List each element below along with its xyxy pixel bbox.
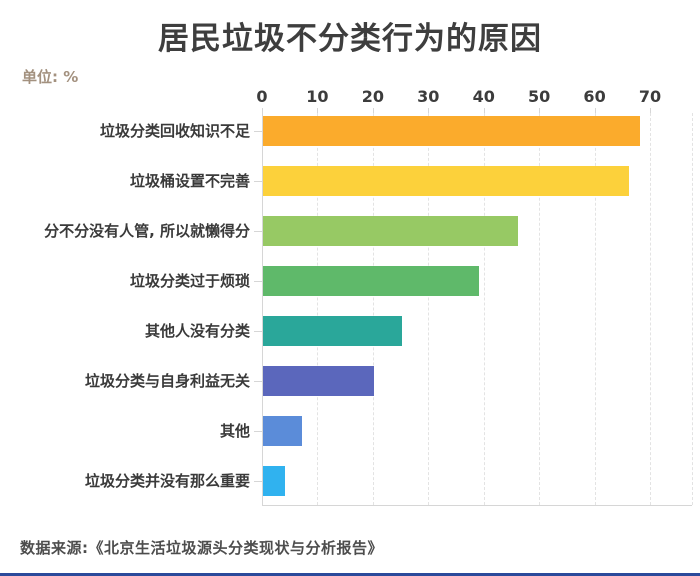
x-tick-mark: [650, 108, 651, 113]
y-axis-line: [262, 113, 263, 505]
gridline: [483, 113, 485, 505]
x-tick-mark: [428, 108, 430, 113]
category-tick-mark: [254, 131, 262, 132]
bar: [263, 366, 374, 396]
category-label: 分不分没有人管, 所以就懒得分: [44, 222, 250, 240]
x-tick-label: 20: [361, 87, 384, 106]
x-tick-mark: [539, 108, 541, 113]
x-tick-label: 70: [638, 87, 662, 106]
gridline: [539, 113, 541, 505]
category-label: 垃圾分类与自身利益无关: [84, 372, 250, 390]
x-tick-label: 60: [583, 87, 606, 106]
bar: [263, 266, 479, 296]
category-label: 垃圾分类并没有那么重要: [84, 472, 250, 490]
bar: [263, 466, 285, 496]
gridline: [650, 113, 651, 505]
bar: [263, 216, 518, 246]
x-tick-mark: [483, 108, 485, 113]
x-tick-mark: [262, 108, 263, 113]
gridline: [372, 113, 374, 505]
x-tick-mark: [594, 108, 596, 113]
category-tick-mark: [254, 331, 262, 332]
category-tick-mark: [254, 481, 262, 482]
gridline: [317, 113, 319, 505]
unit-label: 单位: %: [22, 68, 79, 86]
bottom-rule: [0, 573, 700, 576]
x-tick-mark: [317, 108, 319, 113]
x-tick-label: 50: [528, 87, 551, 106]
category-tick-mark: [254, 231, 262, 232]
x-tick-label: 40: [472, 87, 495, 106]
category-label: 垃圾桶设置不完善: [129, 172, 250, 190]
bar: [263, 166, 629, 196]
category-tick-mark: [254, 431, 262, 432]
gridline: [428, 113, 430, 505]
gridline: [594, 113, 596, 505]
source-note: 数据来源:《北京生活垃圾源头分类现状与分析报告》: [20, 539, 384, 557]
category-tick-mark: [254, 281, 262, 282]
plot-bottom-line: [262, 505, 692, 506]
category-tick-mark: [254, 381, 262, 382]
category-label: 垃圾分类回收知识不足: [99, 122, 250, 140]
x-tick-mark: [372, 108, 374, 113]
category-tick-mark: [254, 181, 262, 182]
plot-right-gridline: [692, 113, 693, 505]
category-label: 垃圾分类过于烦琐: [129, 272, 250, 290]
bar: [263, 316, 402, 346]
bar: [263, 116, 640, 146]
chart-title: 居民垃圾不分类行为的原因: [158, 21, 542, 57]
x-tick-label: 0: [256, 87, 268, 106]
bar: [263, 416, 302, 446]
x-tick-label: 10: [306, 87, 329, 106]
category-label: 其他人没有分类: [144, 322, 250, 340]
x-tick-label: 30: [417, 87, 440, 106]
category-label: 其他: [219, 422, 250, 440]
